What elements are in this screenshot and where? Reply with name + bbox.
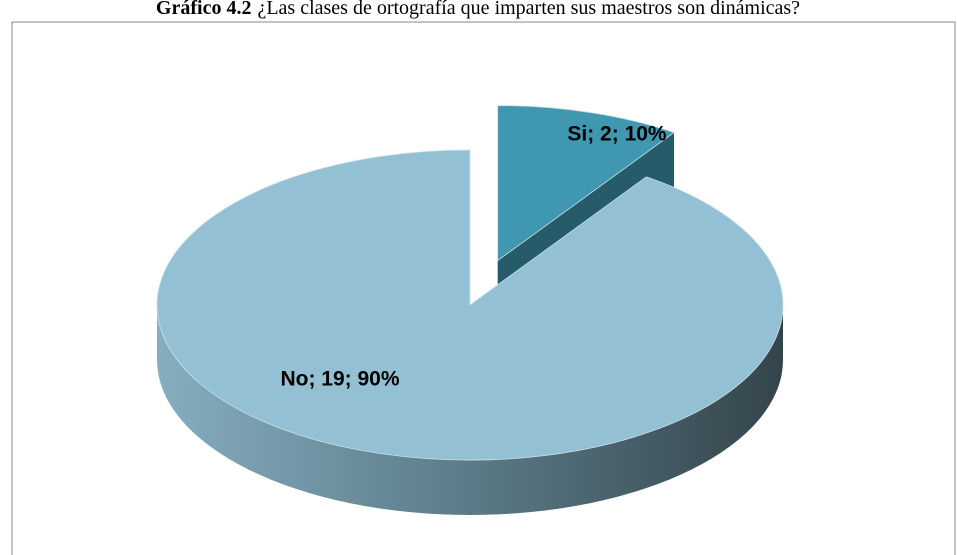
data-label: Si; 2; 10% — [567, 123, 667, 146]
title-text: ¿Las clases de ortografía que imparten s… — [257, 0, 800, 19]
data-label: No; 19; 90% — [280, 368, 399, 391]
chart-title: Gráfico 4.2 ¿Las clases de ortografía que… — [156, 0, 800, 19]
slice-wall — [157, 305, 783, 515]
slice — [156, 149, 784, 461]
title-number: Gráfico 4.2 — [156, 0, 252, 19]
slice — [497, 105, 675, 262]
pie: Si; 2; 10% No; 19; 90% — [156, 105, 784, 515]
